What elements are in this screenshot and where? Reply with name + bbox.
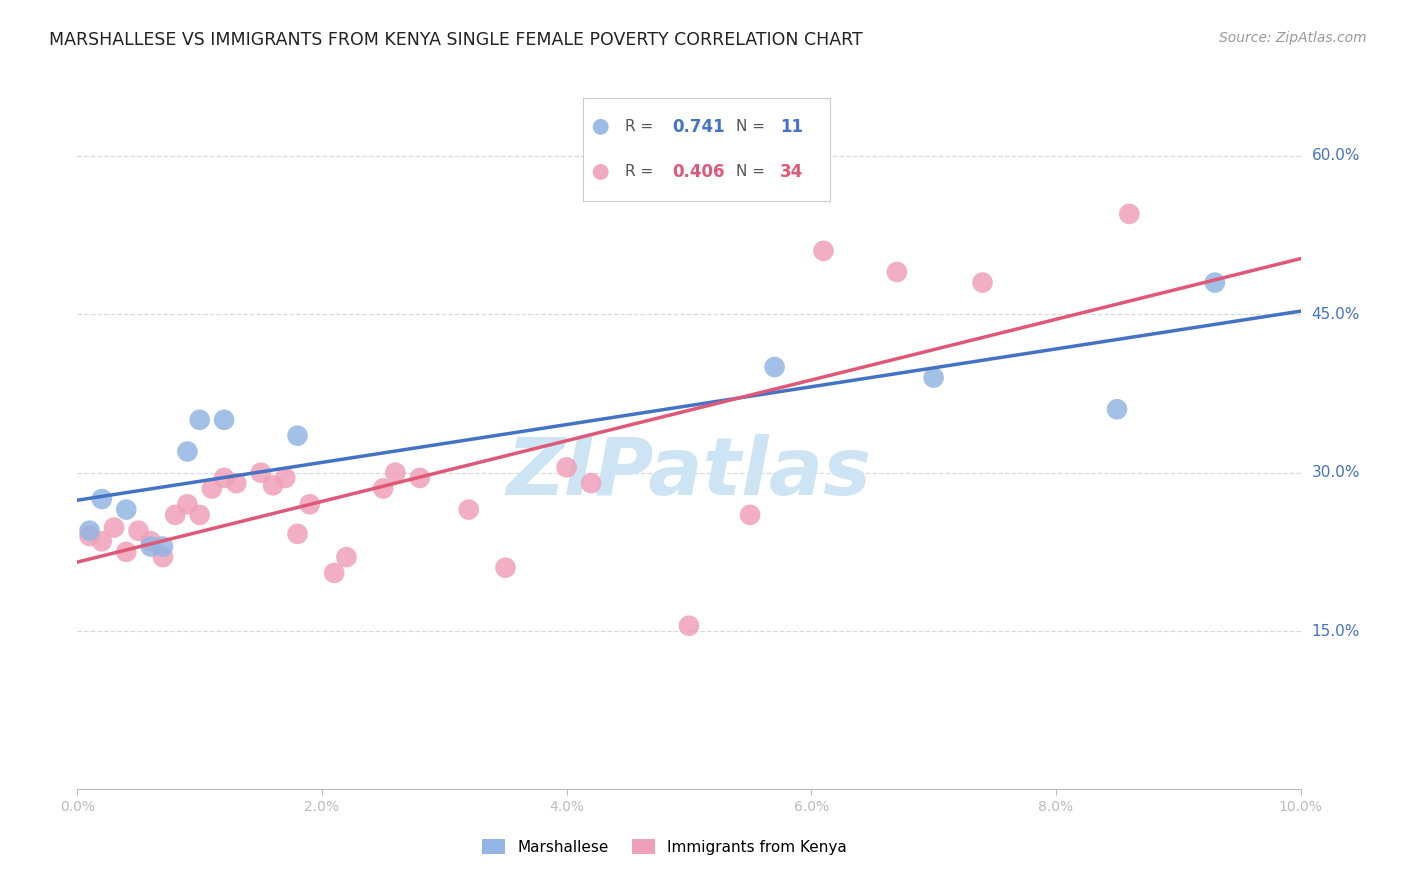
Point [323,566,346,580]
Point [152,550,174,565]
Point [188,413,211,427]
Point [139,534,162,549]
Point [103,520,125,534]
Point [212,471,235,485]
Point [152,540,174,554]
Point [250,466,273,480]
Text: 30.0%: 30.0% [1312,465,1360,480]
Text: 15.0%: 15.0% [1312,624,1360,639]
Point [127,524,149,538]
Point [813,244,835,258]
Text: 34: 34 [780,163,804,181]
Text: 0.741: 0.741 [672,118,724,136]
Text: MARSHALLESE VS IMMIGRANTS FROM KENYA SINGLE FEMALE POVERTY CORRELATION CHART: MARSHALLESE VS IMMIGRANTS FROM KENYA SIN… [49,31,863,49]
Point [79,524,101,538]
Point [225,476,247,491]
Point [457,502,479,516]
Point [188,508,211,522]
Point [886,265,908,279]
Text: ZIPatlas: ZIPatlas [506,434,872,513]
Text: 0.406: 0.406 [672,163,724,181]
Text: R =: R = [626,120,658,135]
Point [176,444,198,458]
Point [262,478,284,492]
Point [212,413,235,427]
Point [165,508,187,522]
Point [409,471,432,485]
Point [79,529,101,543]
Point [90,534,112,549]
Point [287,527,309,541]
Point [274,471,297,485]
Text: 11: 11 [780,118,803,136]
Point [335,550,357,565]
Point [579,476,602,491]
Point [201,482,224,496]
Point [384,466,406,480]
Point [972,276,994,290]
Point [763,359,786,374]
Point [555,460,578,475]
Text: N =: N = [737,120,770,135]
Point [1107,402,1129,417]
Text: 45.0%: 45.0% [1312,307,1360,322]
Point [287,428,309,442]
Point [298,497,321,511]
Text: Source: ZipAtlas.com: Source: ZipAtlas.com [1219,31,1367,45]
Point [115,502,138,516]
Point [740,508,762,522]
Point [371,482,394,496]
Point [1204,276,1226,290]
Point [176,497,198,511]
Point [922,370,945,384]
Point [495,560,517,574]
Point [115,545,138,559]
Point [678,619,700,633]
Legend: Marshallese, Immigrants from Kenya: Marshallese, Immigrants from Kenya [477,832,853,861]
Text: 60.0%: 60.0% [1312,148,1360,163]
Text: N =: N = [737,164,770,179]
Point [90,491,112,506]
Point [589,120,612,134]
Point [1118,207,1140,221]
Point [589,165,612,179]
Text: R =: R = [626,164,658,179]
Point [139,540,162,554]
